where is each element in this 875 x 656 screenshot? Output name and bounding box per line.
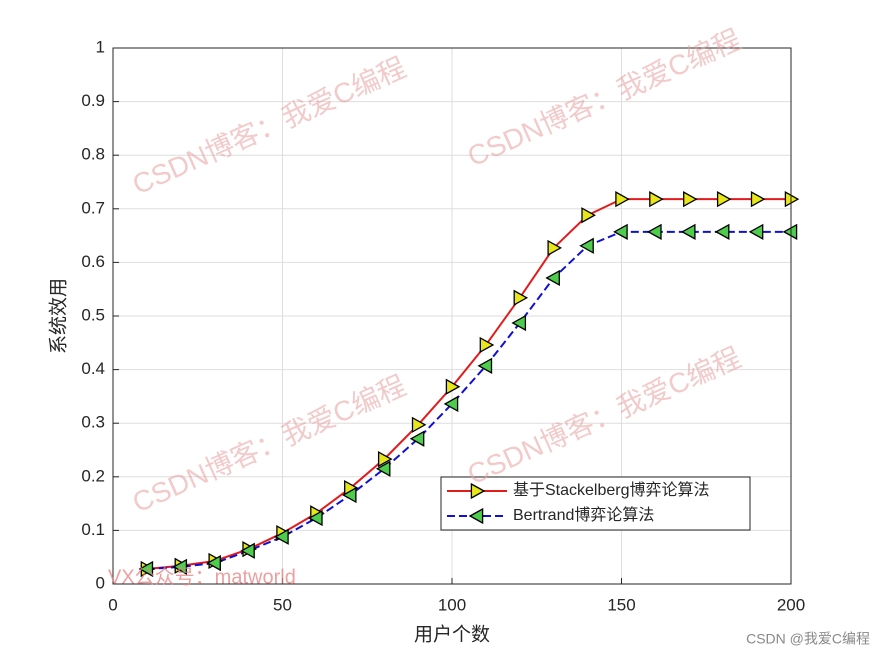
y-tick-label: 0.4 bbox=[81, 359, 105, 378]
data-point bbox=[409, 430, 425, 447]
y-tick-label: 0.2 bbox=[81, 466, 105, 485]
data-point bbox=[714, 223, 730, 240]
data-point bbox=[206, 554, 221, 572]
y-tick-label: 0.7 bbox=[81, 198, 105, 217]
data-point bbox=[445, 378, 461, 395]
data-point bbox=[750, 191, 766, 208]
data-point bbox=[513, 289, 529, 306]
data-point bbox=[308, 509, 323, 527]
y-tick-label: 0.1 bbox=[81, 520, 105, 539]
credit: CSDN @我爱C编程 bbox=[746, 631, 870, 647]
data-point bbox=[579, 237, 594, 254]
x-tick-label: 50 bbox=[273, 595, 292, 614]
legend-label: 基于Stackelberg博弈论算法 bbox=[513, 480, 710, 499]
data-point bbox=[782, 223, 798, 240]
x-axis-label: 用户个数 bbox=[414, 623, 490, 645]
data-point bbox=[274, 528, 289, 545]
annotation: VX公众号：matworld bbox=[108, 565, 296, 588]
x-tick-label: 200 bbox=[777, 595, 805, 614]
y-tick-label: 0.8 bbox=[81, 145, 105, 164]
legend-box bbox=[440, 476, 751, 531]
x-tick-label: 150 bbox=[607, 595, 635, 614]
data-point bbox=[479, 336, 495, 354]
data-point bbox=[581, 207, 596, 224]
legend: 基于Stackelberg博弈论算法 Bertrand博弈论算法 bbox=[440, 476, 751, 531]
y-tick-label: 0 bbox=[96, 573, 105, 592]
data-point bbox=[545, 269, 560, 287]
data-point bbox=[172, 558, 188, 575]
legend-marker bbox=[470, 482, 486, 500]
data-point bbox=[547, 239, 563, 257]
legend-label: Bertrand博弈论算法 bbox=[513, 505, 654, 524]
data-point bbox=[680, 223, 696, 240]
x-tick-label: 0 bbox=[108, 595, 117, 614]
data-point bbox=[375, 460, 391, 477]
y-tick-label: 0.3 bbox=[81, 413, 105, 432]
data-point bbox=[784, 191, 800, 208]
ticks: 0 50 100 150 200 0 0.1 0.2 0.3 0.4 0.5 0.6 0.7 0.8 0.9… bbox=[81, 37, 805, 614]
data-point bbox=[341, 486, 357, 504]
data-point bbox=[615, 191, 630, 208]
y-tick-label: 0.6 bbox=[81, 252, 105, 271]
y-axis-label: 系统效用 bbox=[47, 278, 69, 354]
y-tick-label: 0.5 bbox=[81, 305, 105, 324]
data-point bbox=[748, 223, 764, 240]
data-point bbox=[716, 191, 732, 208]
data-point bbox=[411, 416, 427, 433]
data-point bbox=[649, 191, 664, 208]
y-tick-label: 0.9 bbox=[81, 91, 105, 110]
data-point bbox=[138, 560, 154, 578]
y-tick-label: 1 bbox=[96, 37, 105, 56]
data-point bbox=[511, 314, 527, 332]
data-point bbox=[377, 451, 393, 468]
data-point bbox=[240, 542, 255, 559]
data-point bbox=[443, 395, 459, 413]
data-point bbox=[613, 223, 628, 240]
x-tick-label: 100 bbox=[438, 595, 466, 614]
legend-marker bbox=[468, 507, 484, 525]
lines bbox=[138, 191, 800, 578]
data-point bbox=[647, 223, 662, 240]
data-point bbox=[683, 191, 698, 208]
data-point bbox=[477, 357, 493, 374]
